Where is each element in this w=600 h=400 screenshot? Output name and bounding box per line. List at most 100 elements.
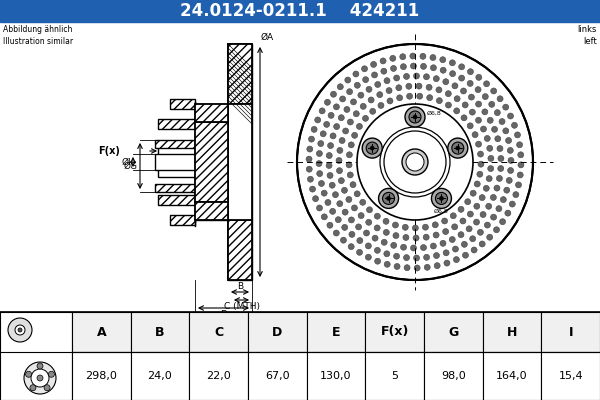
- Bar: [248, 352, 307, 400]
- Circle shape: [366, 142, 378, 154]
- Circle shape: [347, 89, 353, 95]
- Circle shape: [387, 98, 393, 104]
- Circle shape: [412, 225, 418, 231]
- Bar: [195, 104, 228, 124]
- Circle shape: [476, 141, 482, 147]
- Circle shape: [386, 196, 391, 200]
- Circle shape: [488, 155, 494, 161]
- Circle shape: [342, 224, 348, 230]
- Bar: [228, 220, 252, 280]
- Circle shape: [470, 190, 476, 196]
- Circle shape: [348, 142, 354, 148]
- Circle shape: [371, 62, 377, 68]
- Circle shape: [374, 225, 380, 231]
- Bar: [365, 352, 424, 400]
- Circle shape: [440, 240, 446, 246]
- Circle shape: [352, 205, 358, 211]
- Circle shape: [26, 371, 32, 377]
- Circle shape: [487, 117, 493, 123]
- Circle shape: [495, 136, 501, 142]
- Circle shape: [330, 133, 336, 139]
- Circle shape: [416, 93, 422, 99]
- Circle shape: [486, 203, 492, 209]
- Text: 22,0: 22,0: [206, 371, 231, 381]
- Circle shape: [328, 112, 334, 118]
- Circle shape: [323, 121, 329, 127]
- Circle shape: [337, 148, 343, 154]
- Circle shape: [430, 54, 436, 60]
- Circle shape: [348, 244, 354, 250]
- Bar: [228, 44, 252, 104]
- Circle shape: [427, 95, 433, 101]
- Circle shape: [482, 109, 488, 115]
- Circle shape: [424, 264, 430, 270]
- Circle shape: [467, 123, 473, 129]
- Circle shape: [332, 192, 338, 198]
- Bar: [228, 44, 252, 104]
- Circle shape: [407, 93, 413, 99]
- Circle shape: [454, 96, 460, 102]
- Circle shape: [424, 254, 430, 260]
- Circle shape: [37, 363, 43, 369]
- Circle shape: [362, 66, 368, 72]
- Circle shape: [356, 249, 362, 255]
- Bar: [190, 312, 248, 352]
- Bar: [228, 44, 252, 104]
- Circle shape: [383, 218, 389, 224]
- Bar: [158, 147, 195, 177]
- Text: 67,0: 67,0: [265, 371, 290, 381]
- Bar: [482, 352, 541, 400]
- Circle shape: [325, 99, 331, 105]
- Circle shape: [316, 150, 322, 156]
- Circle shape: [458, 64, 464, 70]
- Circle shape: [391, 242, 397, 248]
- Circle shape: [331, 91, 337, 97]
- Circle shape: [360, 199, 366, 205]
- Circle shape: [397, 95, 403, 101]
- Circle shape: [15, 325, 25, 335]
- Circle shape: [367, 207, 373, 213]
- Bar: [228, 44, 252, 104]
- Circle shape: [474, 181, 480, 187]
- Text: ØH: ØH: [231, 92, 245, 101]
- Circle shape: [452, 83, 458, 89]
- Circle shape: [344, 106, 350, 112]
- Circle shape: [443, 79, 449, 85]
- Circle shape: [414, 265, 420, 271]
- Circle shape: [445, 91, 451, 97]
- Circle shape: [360, 103, 366, 109]
- Circle shape: [477, 171, 483, 177]
- Circle shape: [365, 243, 371, 249]
- Circle shape: [461, 115, 467, 121]
- Circle shape: [370, 146, 374, 150]
- Circle shape: [507, 148, 513, 154]
- Circle shape: [484, 81, 490, 87]
- Circle shape: [450, 213, 456, 219]
- Circle shape: [357, 238, 363, 244]
- Circle shape: [433, 252, 439, 258]
- Circle shape: [384, 78, 390, 84]
- Circle shape: [316, 205, 322, 211]
- Bar: [228, 220, 252, 280]
- Circle shape: [334, 124, 340, 130]
- Text: F(x): F(x): [98, 146, 120, 156]
- Circle shape: [482, 94, 488, 100]
- Circle shape: [356, 124, 362, 130]
- Bar: [0, 312, 72, 400]
- Bar: [228, 44, 252, 104]
- Circle shape: [310, 186, 316, 192]
- Bar: [0, 312, 600, 400]
- Circle shape: [318, 140, 324, 146]
- Circle shape: [500, 219, 506, 225]
- Bar: [131, 312, 190, 352]
- Circle shape: [494, 227, 500, 233]
- Circle shape: [504, 187, 510, 193]
- Circle shape: [409, 111, 421, 123]
- Text: 298,0: 298,0: [85, 371, 117, 381]
- Text: ØG: ØG: [124, 162, 138, 170]
- Circle shape: [355, 82, 361, 88]
- Text: B: B: [155, 326, 165, 338]
- Circle shape: [483, 185, 489, 191]
- Circle shape: [365, 254, 371, 260]
- Bar: [541, 352, 600, 400]
